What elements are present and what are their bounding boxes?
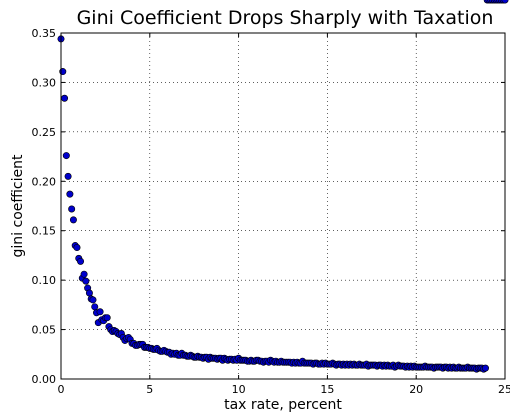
y-tick-label: 0.35 — [32, 27, 57, 40]
data-point — [77, 257, 85, 265]
x-tick-label: 25 — [498, 383, 510, 396]
data-point — [103, 314, 111, 322]
data-point — [64, 172, 72, 180]
data-point — [68, 205, 76, 213]
data-point — [69, 216, 77, 224]
chart-title: Gini Coefficient Drops Sharply with Taxa… — [77, 7, 494, 29]
data-points — [57, 0, 509, 373]
y-tick-label: 0.25 — [32, 126, 57, 139]
y-tick-label: 0.00 — [32, 373, 57, 386]
grid-lines — [61, 33, 505, 379]
axis-ticks — [60, 32, 506, 380]
data-point — [73, 244, 81, 252]
data-point — [62, 152, 70, 160]
data-point — [91, 303, 99, 311]
plot-frame — [60, 32, 506, 380]
data-point — [66, 190, 74, 198]
x-tick-label: 0 — [58, 383, 65, 396]
data-point — [96, 308, 104, 316]
y-tick-label: 0.10 — [32, 274, 57, 287]
x-axis-label: tax rate, percent — [224, 397, 342, 413]
data-point — [82, 277, 90, 285]
y-tick-label: 0.05 — [32, 324, 57, 337]
y-tick-label: 0.30 — [32, 76, 57, 89]
data-point — [85, 289, 93, 297]
x-tick-label: 10 — [232, 383, 246, 396]
x-tick-label: 5 — [146, 383, 153, 396]
y-axis-tick-labels: 0.00 0.05 0.10 0.15 0.20 0.25 0.30 0.35 — [32, 27, 57, 386]
data-point — [89, 296, 97, 304]
y-tick-label: 0.15 — [32, 225, 57, 238]
x-tick-label: 20 — [409, 383, 423, 396]
data-point — [501, 0, 509, 4]
y-axis-label: gini coefficient — [10, 154, 26, 257]
y-tick-label: 0.20 — [32, 175, 57, 188]
plot-area — [61, 33, 505, 379]
data-point — [80, 270, 88, 278]
x-axis-tick-labels: 0 5 10 15 20 25 — [58, 383, 510, 396]
x-tick-label: 15 — [320, 383, 334, 396]
data-point — [61, 94, 69, 102]
data-point — [481, 364, 489, 372]
